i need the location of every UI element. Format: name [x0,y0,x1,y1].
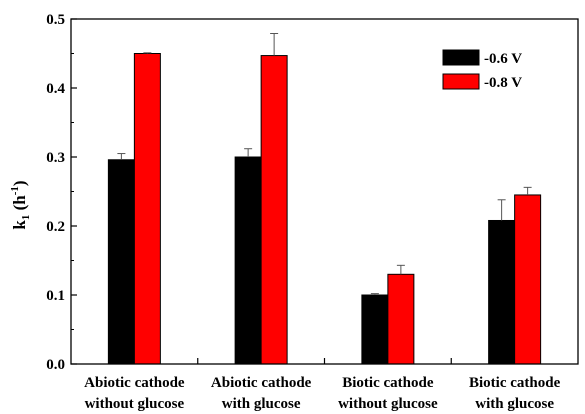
bars-layer [107,53,542,365]
axes-layer [70,18,579,365]
y-axis-label-superscript: -1 [9,186,21,195]
x-category-label-3-line-2: without glucose [338,396,438,412]
legend-label-series-2: -0.8 V [484,75,522,91]
y-tick-label-2: 0.2 [46,219,65,235]
bar-series-1-cat-2 [234,156,262,365]
error-bars-layer [117,32,532,295]
bar-series-1-cat-3 [361,294,389,365]
y-axis-label-unit-close: ) [10,180,29,186]
x-category-label-3-line-1: Biotic cathode [342,375,434,391]
x-category-label-4-line-1: Biotic cathode [469,375,561,391]
legend: -0.6 V -0.8 V [442,49,522,91]
bar-series-2-cat-1 [133,53,161,365]
x-category-label-4-line-2: with glucose [475,396,554,412]
y-tick-label-1: 0.1 [46,288,65,304]
bar-series-1-cat-4 [488,219,516,365]
y-axis-label: k1 (h-1) [9,180,32,229]
x-category-label-2-line-2: with glucose [222,396,301,412]
bar-series-2-cat-3 [387,273,415,365]
y-tick-label-0: 0.0 [46,357,65,373]
legend-swatch-series-2 [442,73,480,90]
y-axis-label-main: k [10,220,29,230]
legend-swatch-series-1 [442,49,480,66]
x-category-labels: Abiotic cathode without glucose Abiotic ca… [84,375,560,412]
x-category-label-2-line-1: Abiotic cathode [211,375,312,391]
bar-series-2-cat-2 [260,55,288,365]
bar-series-1-cat-1 [107,159,135,365]
bar-series-2-cat-4 [514,194,542,365]
y-tick-label-5: 0.5 [46,12,65,28]
y-tick-label-3: 0.3 [46,150,65,166]
y-tick-labels: 0.0 0.1 0.2 0.3 0.4 0.5 [46,12,65,373]
legend-label-series-1: -0.6 V [484,51,522,67]
y-axis-label-subscript: 1 [20,215,32,221]
y-axis-label-unit-open: (h [10,195,29,215]
y-tick-label-4: 0.4 [46,81,65,97]
x-category-label-1-line-2: without glucose [85,396,185,412]
x-category-label-1-line-1: Abiotic cathode [84,375,185,391]
